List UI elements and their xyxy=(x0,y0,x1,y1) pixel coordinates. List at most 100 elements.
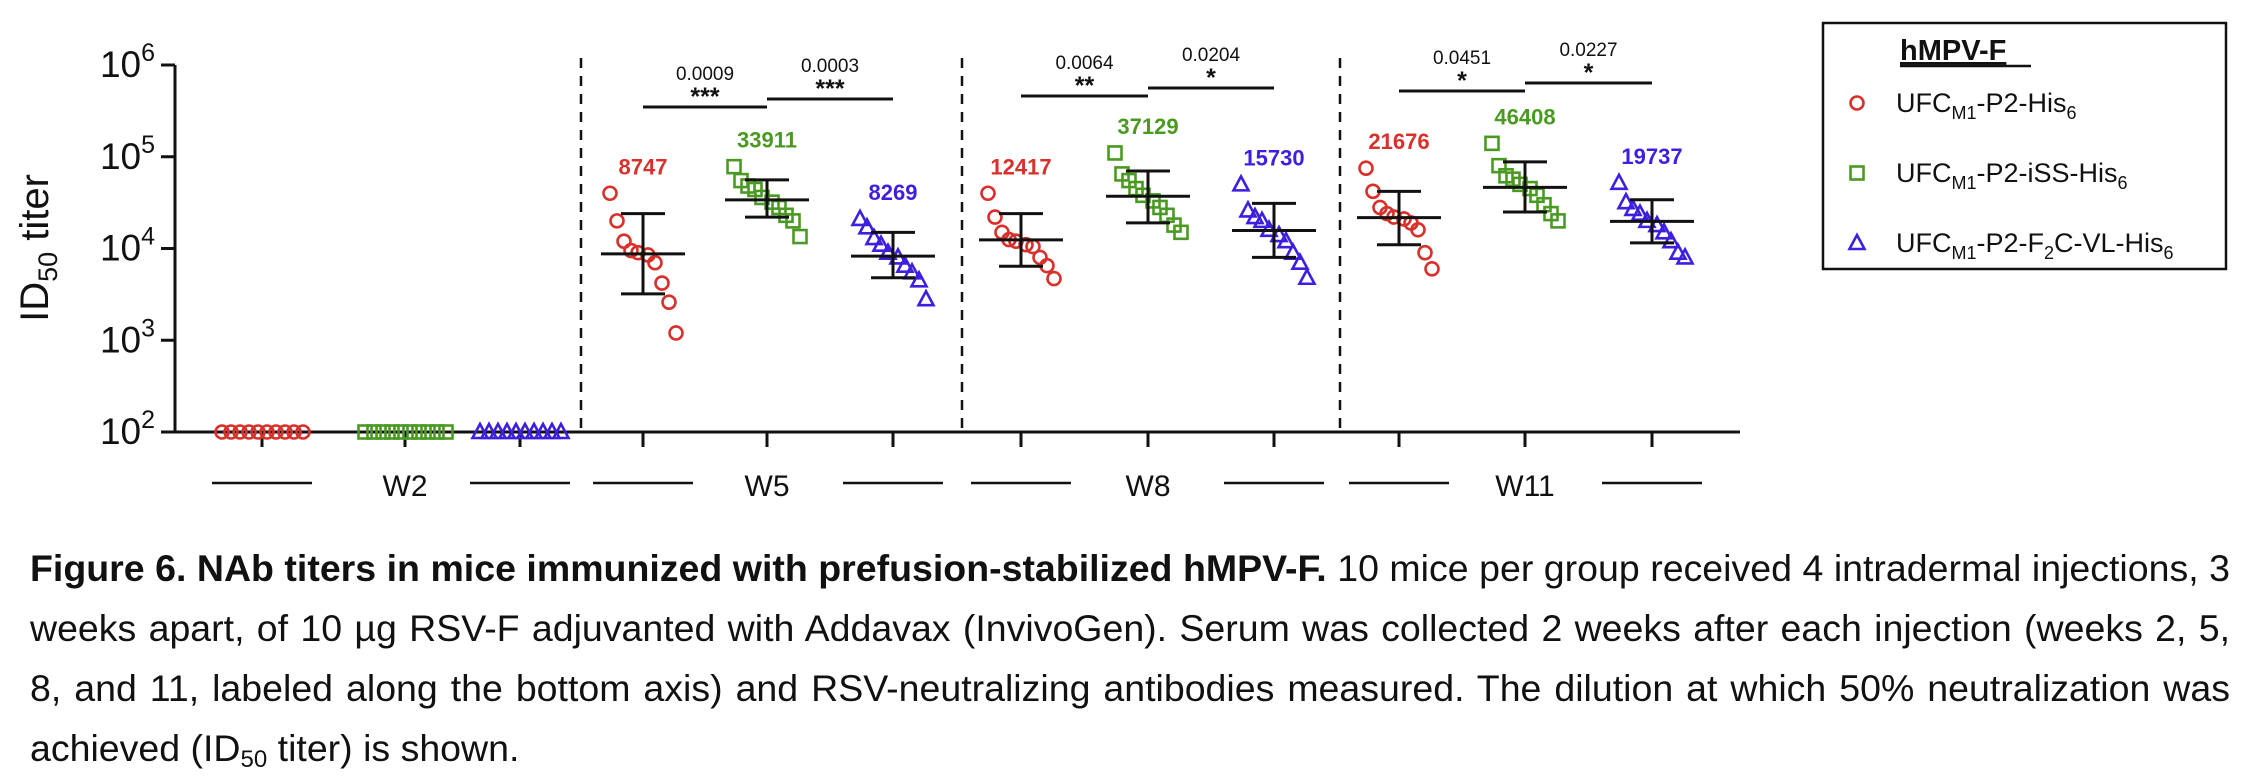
mean-value-label-f2c: 19737 xyxy=(1621,144,1682,169)
p-value-label: 0.0009 xyxy=(676,64,734,85)
data-point-his xyxy=(259,424,275,440)
data-point-his xyxy=(987,209,1003,225)
data-point-his xyxy=(647,254,663,271)
data-point-his xyxy=(980,185,996,202)
data-point-f2c xyxy=(1654,221,1674,240)
data-point-iss xyxy=(411,424,427,440)
data-point-his xyxy=(1410,221,1426,238)
data-point-f2c xyxy=(1238,199,1258,218)
y-tick-label: 103 xyxy=(100,314,155,360)
data-point-his xyxy=(602,185,618,202)
y-axis-label: ID50 titer xyxy=(13,174,63,322)
data-point-f2c xyxy=(1668,241,1688,260)
y-tick-label: 102 xyxy=(100,406,155,452)
y-tick-label: 105 xyxy=(100,131,155,177)
data-point-iss xyxy=(366,424,382,440)
significance-stars: * xyxy=(1206,64,1216,92)
data-point-f2c xyxy=(1290,251,1310,271)
caption-tail: titer) is shown. xyxy=(267,727,520,769)
significance-stars: * xyxy=(1457,67,1467,95)
figure-caption: Figure 6. NAb titers in mice immunized w… xyxy=(30,538,2230,778)
mean-value-label-f2c: 8269 xyxy=(869,180,918,205)
p-value-label: 0.0064 xyxy=(1055,53,1114,74)
data-point-iss xyxy=(402,424,418,440)
significance-stars: ** xyxy=(1075,72,1095,100)
data-point-f2c xyxy=(1252,210,1272,229)
data-point-iss xyxy=(792,228,808,245)
nab-titer-chart: 102 103 104 105 106 ID50 titer W2 W5 W8 W11 8747 12… xyxy=(13,21,2228,503)
data-point-his xyxy=(1424,261,1440,277)
data-point-f2c xyxy=(479,421,499,440)
timepoint-label: W2 xyxy=(383,470,428,503)
data-point-his xyxy=(250,424,266,440)
data-point-f2c xyxy=(524,421,544,440)
data-point-his xyxy=(214,424,230,440)
data-point-f2c xyxy=(1675,246,1695,265)
mean-value-label-his: 12417 xyxy=(990,154,1051,179)
data-point-his xyxy=(223,424,239,440)
data-point-iss xyxy=(357,424,373,440)
data-point-f2c xyxy=(551,421,571,440)
data-point-f2c xyxy=(1297,266,1317,286)
legend-label-f2c: UFCM1-P2-F2C-VL-His6 xyxy=(1896,228,2174,263)
caption-title: Figure 6. NAb titers in mice immunized w… xyxy=(30,547,1327,589)
legend-marker-his xyxy=(1849,95,1865,111)
data-point-his xyxy=(1032,249,1048,266)
data-point-f2c xyxy=(857,216,877,235)
data-point-f2c xyxy=(909,269,929,288)
data-point-f2c xyxy=(506,421,526,440)
mean-value-label-iss: 37129 xyxy=(1117,114,1178,139)
significance-stars: *** xyxy=(690,83,719,111)
data-point-iss xyxy=(1173,224,1189,241)
timepoint-label: W8 xyxy=(1126,470,1171,503)
data-point-iss xyxy=(429,424,445,440)
mean-value-label-iss: 46408 xyxy=(1494,104,1555,129)
legend-marker-iss xyxy=(1849,165,1865,181)
data-point-f2c xyxy=(1609,172,1629,191)
data-point-f2c xyxy=(1616,191,1636,210)
data-point-iss xyxy=(1484,135,1500,152)
mean-value-label-f2c: 15730 xyxy=(1243,145,1304,170)
data-point-iss xyxy=(420,424,436,440)
p-value-label: 0.0227 xyxy=(1559,40,1617,61)
p-value-label: 0.0003 xyxy=(801,56,859,77)
data-point-his xyxy=(1417,244,1433,261)
data-point-f2c xyxy=(470,421,490,440)
y-tick-label: 104 xyxy=(100,223,155,269)
legend-label-his: UFCM1-P2-His6 xyxy=(1896,88,2077,123)
mean-value-label-iss: 33911 xyxy=(737,128,797,153)
data-point-f2c xyxy=(1245,206,1265,225)
data-point-f2c xyxy=(488,421,508,440)
data-point-f2c xyxy=(871,233,891,253)
data-point-f2c xyxy=(1630,202,1650,221)
significance-stars: * xyxy=(1584,59,1594,87)
data-point-f2c xyxy=(895,254,915,273)
legend-marker-f2c xyxy=(1847,232,1867,251)
data-point-his xyxy=(1046,270,1062,287)
data-point-his xyxy=(286,424,302,440)
p-value-label: 0.0204 xyxy=(1182,45,1241,66)
data-point-his xyxy=(277,424,293,440)
caption-subscript: 50 xyxy=(240,746,268,773)
legend-title: hMPV-F xyxy=(1900,35,2006,67)
data-point-iss xyxy=(375,424,391,440)
mean-value-label-his: 21676 xyxy=(1368,129,1429,154)
data-point-his xyxy=(232,424,248,440)
data-point-f2c xyxy=(1623,198,1643,217)
data-point-iss xyxy=(1550,213,1566,229)
data-point-f2c xyxy=(1276,230,1296,249)
data-point-his xyxy=(661,294,677,310)
data-point-iss xyxy=(438,424,454,440)
data-point-f2c xyxy=(1661,230,1681,249)
p-value-label: 0.0451 xyxy=(1433,48,1491,69)
caption-body: 10 mice per group received 4 intradermal… xyxy=(30,547,2230,769)
data-point-his xyxy=(1358,160,1374,177)
data-point-f2c xyxy=(533,421,553,440)
legend-box xyxy=(1821,21,2228,271)
data-point-f2c xyxy=(497,421,517,440)
data-point-f2c xyxy=(1231,173,1251,192)
data-point-his xyxy=(623,242,639,259)
mean-value-label-his: 8747 xyxy=(619,154,668,179)
legend-label-iss: UFCM1-P2-iSS-His6 xyxy=(1896,158,2128,193)
data-point-his xyxy=(654,275,670,291)
